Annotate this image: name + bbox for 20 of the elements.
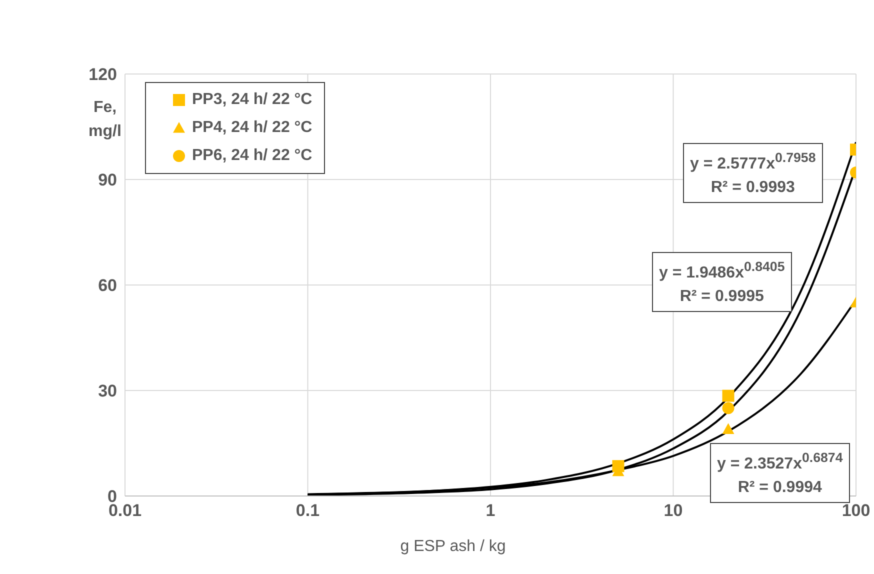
annotation: R² = 0.9995 [678, 287, 765, 308]
annotation: R² = 0.9993 [710, 178, 796, 198]
x-tick-label: 1 [486, 501, 496, 520]
annotation: y = 2.3527x$^{0.6874}$ [717, 449, 843, 474]
x-tick-label: 0.1 [296, 501, 320, 520]
y-tick-label: 60 [98, 276, 117, 296]
x-tick-label: 100 [842, 501, 870, 520]
y-tick-label: 90 [98, 170, 117, 190]
x-axis-title: g ESP ash / kg [399, 538, 507, 556]
y-tick-label: 120 [88, 65, 117, 84]
legend-label: PP6, 24 h/ 22 °C [191, 146, 312, 166]
y-tick-label: 30 [98, 382, 117, 401]
legend-label: PP4, 24 h/ 22 °C [191, 118, 312, 138]
x-tick-label: 10 [664, 501, 683, 520]
y-axis-title: Fe, mg/l [88, 98, 122, 142]
legend-label: PP3, 24 h/ 22 °C [191, 90, 312, 110]
annotation: y = 1.9486x$^{0.8405}$ [659, 258, 785, 284]
annotation: y = 2.5777x$^{0.7958}$ [690, 149, 816, 174]
annotation: R² = 0.9994 [736, 478, 823, 498]
x-tick-label: 0.01 [108, 501, 142, 520]
